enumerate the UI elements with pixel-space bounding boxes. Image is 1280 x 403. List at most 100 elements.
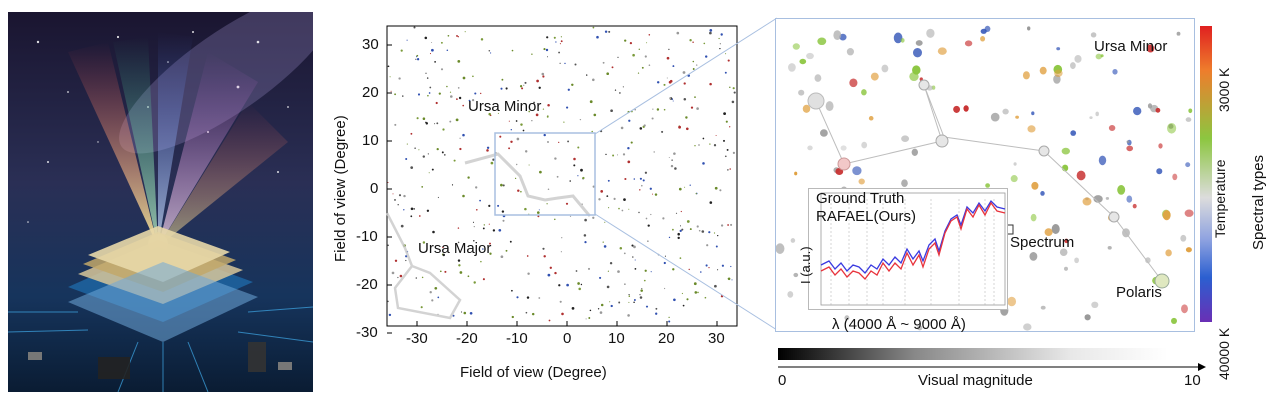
star-dot [723, 112, 726, 115]
star-dot [666, 77, 668, 79]
star-dot [633, 245, 636, 249]
star-dot [516, 296, 519, 299]
star-dot [673, 298, 676, 302]
y-tick: 10 [362, 132, 379, 149]
star-dot [1100, 54, 1104, 58]
star-dot [421, 186, 424, 188]
star-dot [589, 309, 592, 312]
star-dot [489, 252, 492, 255]
star-dot [730, 223, 733, 226]
star-dot [690, 106, 694, 109]
star-dot [413, 208, 415, 210]
star-dot [1126, 140, 1130, 144]
star-dot [648, 64, 651, 66]
zoom-connector [594, 17, 778, 331]
star-dot [469, 311, 473, 315]
star-dot [531, 120, 533, 122]
star-dot [1074, 257, 1079, 264]
star-dot [664, 287, 666, 290]
star-dot [389, 76, 391, 78]
star-dot [523, 84, 525, 86]
star-dot [391, 271, 395, 275]
star-dot [900, 38, 905, 43]
star-dot [462, 104, 465, 107]
star-dot [441, 151, 444, 154]
star-dot [390, 90, 392, 92]
star-dot [410, 207, 414, 211]
star-dot [565, 202, 569, 205]
star-dot [685, 127, 689, 131]
star-dot [1051, 223, 1060, 235]
star-dot [702, 137, 705, 140]
star-dot [893, 32, 903, 44]
star-dot [640, 289, 643, 292]
star-dot [692, 60, 695, 63]
star-dot [683, 82, 686, 85]
star-dot [1176, 31, 1181, 36]
star-dot [609, 261, 613, 265]
star-dot [480, 38, 484, 41]
star-dot [400, 224, 404, 228]
star-dot [1181, 304, 1188, 314]
star-dot [695, 64, 698, 66]
star-dot [901, 135, 910, 142]
star-dot [531, 53, 533, 55]
star-dot [709, 29, 713, 32]
star-dot [426, 209, 430, 212]
star-dot [547, 188, 550, 191]
star-dot [666, 56, 670, 60]
star-dot [698, 144, 700, 146]
ground-truth-curve [820, 199, 1006, 274]
star-dot [587, 267, 591, 270]
star-dot [471, 98, 475, 102]
star-dot [1015, 115, 1019, 119]
star-dot [1040, 305, 1046, 310]
star-dot [567, 88, 570, 91]
star-dot [1171, 317, 1177, 324]
star-dot [431, 42, 433, 43]
star-dot [719, 47, 721, 50]
star-dot [868, 116, 874, 121]
star-dot [643, 124, 646, 127]
star-dot [536, 211, 540, 214]
star-dot [732, 151, 736, 155]
star-dot [510, 140, 513, 144]
star-dot [731, 279, 733, 281]
star-dot [462, 133, 465, 137]
star-dot [1184, 209, 1194, 217]
star-dot [717, 234, 719, 237]
star-dot [600, 190, 604, 193]
star-dot [669, 97, 672, 100]
star-dot [616, 154, 619, 156]
star-dot [671, 159, 673, 161]
star-dot [537, 215, 540, 218]
star-dot [1098, 155, 1107, 166]
rainbow-chip-art-icon [7, 0, 337, 393]
star-dot [524, 207, 527, 211]
star-dot [641, 66, 644, 69]
star-dot [730, 265, 732, 268]
y-tick: -30 [356, 324, 378, 341]
star-dot [708, 231, 711, 234]
star-dot [672, 65, 675, 68]
star-dot [457, 259, 461, 262]
star-dot [668, 236, 671, 239]
star-dot [596, 35, 599, 39]
star-dot [980, 36, 986, 42]
star-dot [624, 177, 627, 181]
star-dot [434, 61, 436, 63]
star-dot [642, 179, 645, 182]
star-dot [483, 224, 485, 226]
star-dot [1002, 108, 1009, 115]
star-dot [1165, 249, 1172, 257]
star-dot [1022, 71, 1030, 80]
star-dot [542, 75, 545, 78]
star-dot [571, 83, 574, 87]
star-dot [1133, 106, 1142, 116]
star-dot [911, 148, 918, 156]
star-dot [630, 141, 633, 144]
star-dot [459, 271, 463, 274]
star-dot [472, 221, 475, 223]
star-dot [438, 92, 441, 95]
star-dot [505, 87, 508, 90]
